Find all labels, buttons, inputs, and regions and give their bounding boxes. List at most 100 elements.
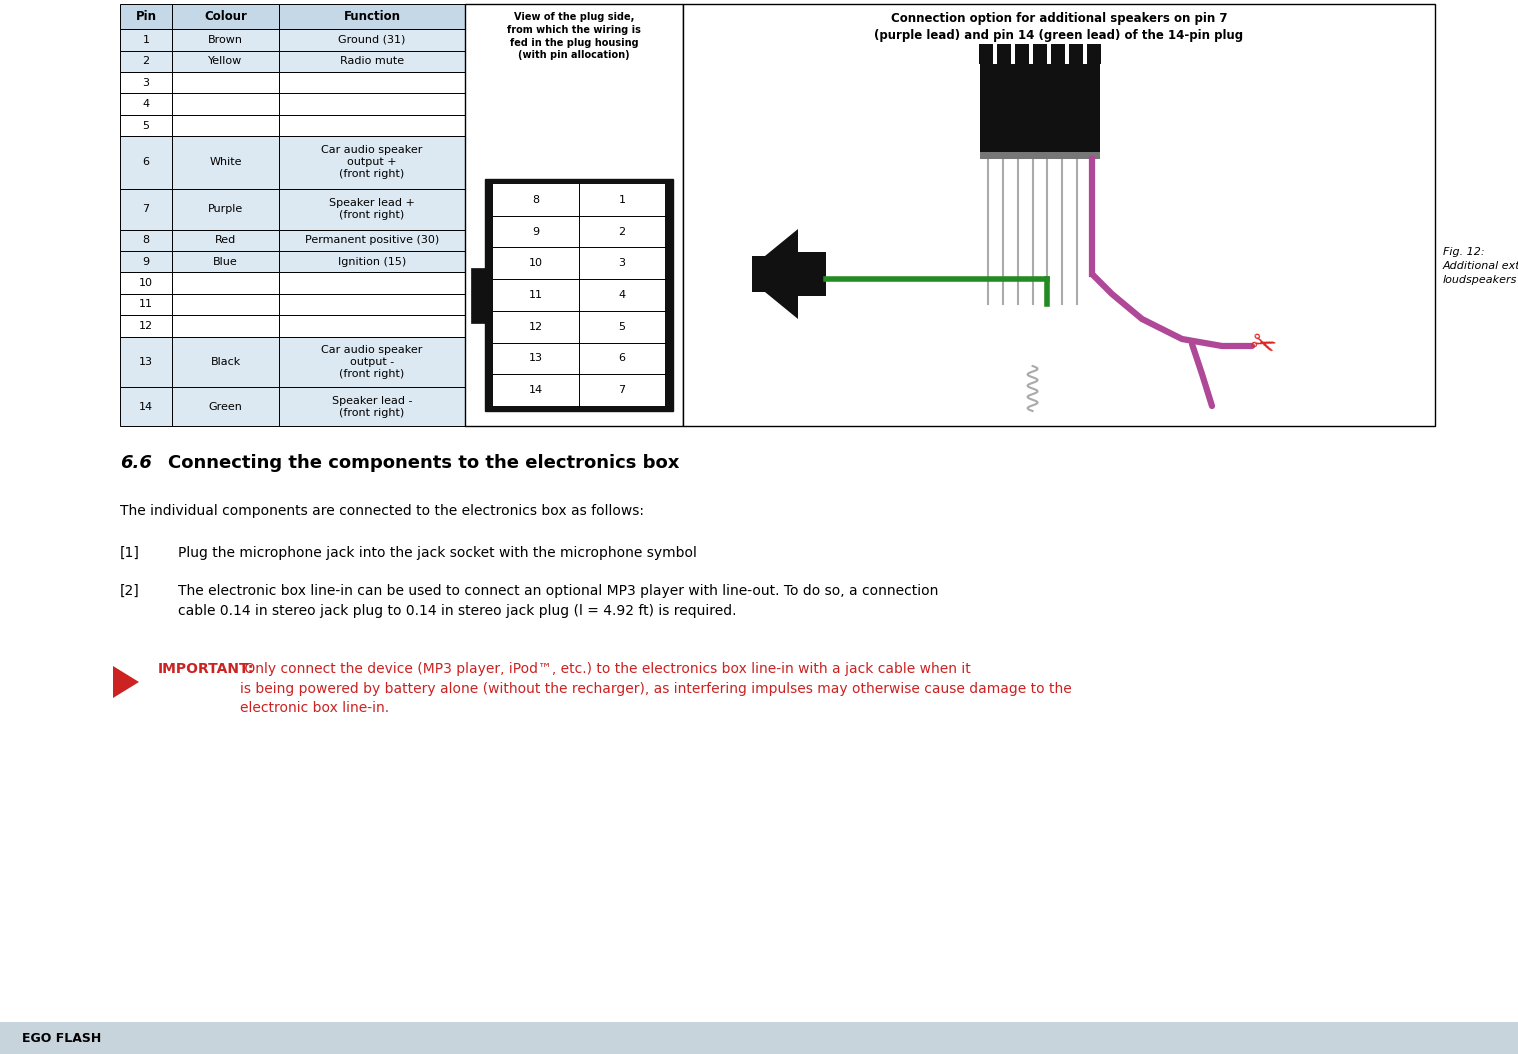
- Text: Purple: Purple: [208, 204, 243, 214]
- Text: 3: 3: [618, 258, 625, 269]
- Text: [2]: [2]: [120, 584, 140, 598]
- Text: 5: 5: [143, 120, 149, 131]
- Bar: [279, 136, 465, 189]
- Text: Speaker lead +
(front right): Speaker lead + (front right): [329, 198, 414, 220]
- Text: 2: 2: [618, 227, 625, 236]
- Bar: [1069, 44, 1082, 64]
- Text: IMPORTANT:: IMPORTANT:: [158, 662, 255, 676]
- Bar: [279, 336, 465, 387]
- Bar: [798, 252, 826, 296]
- Text: 12: 12: [528, 321, 543, 332]
- Text: 9: 9: [533, 227, 539, 236]
- Bar: [120, 189, 172, 230]
- Bar: [172, 315, 279, 336]
- Bar: [120, 251, 172, 272]
- Polygon shape: [112, 666, 140, 698]
- Bar: [172, 387, 279, 426]
- Text: Connection option for additional speakers on pin 7
(purple lead) and pin 14 (gre: Connection option for additional speaker…: [874, 12, 1243, 41]
- Bar: [279, 315, 465, 336]
- Text: Only connect the device (MP3 player, iPod™, etc.) to the electronics box line-in: Only connect the device (MP3 player, iPo…: [240, 662, 1072, 715]
- Bar: [0, 1022, 1518, 1054]
- Bar: [1050, 44, 1066, 64]
- Text: Colour: Colour: [203, 11, 247, 23]
- Text: 12: 12: [140, 320, 153, 331]
- Bar: [484, 179, 672, 411]
- Text: White: White: [209, 157, 241, 168]
- Bar: [465, 4, 683, 426]
- Text: EGO FLASH: EGO FLASH: [21, 1032, 102, 1045]
- Text: Red: Red: [216, 235, 237, 246]
- Bar: [172, 272, 279, 294]
- Text: Brown: Brown: [208, 35, 243, 45]
- Text: 13: 13: [528, 353, 543, 364]
- Bar: [279, 294, 465, 315]
- Text: Car audio speaker
output -
(front right): Car audio speaker output - (front right): [322, 345, 422, 378]
- Bar: [279, 251, 465, 272]
- Bar: [172, 51, 279, 72]
- Text: 9: 9: [143, 257, 150, 267]
- Bar: [120, 115, 172, 136]
- Text: Black: Black: [211, 357, 241, 367]
- Bar: [120, 4, 172, 30]
- Text: View of the plug side,
from which the wiring is
fed in the plug housing
(with pi: View of the plug side, from which the wi…: [507, 12, 641, 60]
- Bar: [279, 4, 465, 30]
- Text: 3: 3: [143, 78, 149, 87]
- Bar: [172, 136, 279, 189]
- Text: Car audio speaker
output +
(front right): Car audio speaker output + (front right): [322, 145, 422, 179]
- Bar: [279, 94, 465, 115]
- Text: 6: 6: [618, 353, 625, 364]
- Bar: [979, 44, 993, 64]
- Text: 13: 13: [140, 357, 153, 367]
- Bar: [172, 72, 279, 94]
- Bar: [493, 184, 665, 406]
- Bar: [120, 294, 172, 315]
- Text: Plug the microphone jack into the jack socket with the microphone symbol: Plug the microphone jack into the jack s…: [178, 546, 697, 560]
- Bar: [279, 272, 465, 294]
- Text: The individual components are connected to the electronics box as follows:: The individual components are connected …: [120, 504, 644, 518]
- Bar: [120, 230, 172, 251]
- Bar: [981, 64, 1101, 159]
- Bar: [172, 230, 279, 251]
- Bar: [279, 115, 465, 136]
- Bar: [120, 387, 172, 426]
- Bar: [120, 94, 172, 115]
- Bar: [471, 268, 484, 323]
- Bar: [1034, 44, 1047, 64]
- Bar: [120, 30, 172, 51]
- Bar: [1087, 44, 1101, 64]
- Text: 14: 14: [528, 385, 543, 395]
- Text: [1]: [1]: [120, 546, 140, 560]
- Text: Blue: Blue: [213, 257, 238, 267]
- Text: Fig. 12:
Additional external
loudspeakers: Fig. 12: Additional external loudspeaker…: [1444, 247, 1518, 285]
- Text: Pin: Pin: [135, 11, 156, 23]
- Bar: [172, 294, 279, 315]
- Bar: [751, 256, 767, 292]
- Text: Connecting the components to the electronics box: Connecting the components to the electro…: [168, 454, 680, 472]
- Bar: [279, 51, 465, 72]
- Text: Ignition (15): Ignition (15): [339, 257, 407, 267]
- Text: 11: 11: [140, 299, 153, 310]
- Bar: [172, 336, 279, 387]
- Bar: [120, 336, 172, 387]
- Text: 6.6: 6.6: [120, 454, 152, 472]
- Bar: [683, 4, 1435, 426]
- Bar: [120, 72, 172, 94]
- Text: Ground (31): Ground (31): [339, 35, 405, 45]
- Bar: [120, 315, 172, 336]
- Bar: [997, 44, 1011, 64]
- Polygon shape: [765, 229, 798, 319]
- Text: 8: 8: [533, 195, 539, 204]
- Bar: [120, 51, 172, 72]
- Text: 10: 10: [140, 278, 153, 288]
- Bar: [279, 387, 465, 426]
- Bar: [279, 230, 465, 251]
- Text: 7: 7: [143, 204, 150, 214]
- Bar: [279, 189, 465, 230]
- Text: 1: 1: [618, 195, 625, 204]
- Text: The electronic box line-in can be used to connect an optional MP3 player with li: The electronic box line-in can be used t…: [178, 584, 938, 618]
- Bar: [981, 152, 1101, 159]
- Text: ✂: ✂: [1245, 328, 1280, 364]
- Bar: [120, 272, 172, 294]
- Text: Function: Function: [343, 11, 401, 23]
- Text: Yellow: Yellow: [208, 56, 243, 66]
